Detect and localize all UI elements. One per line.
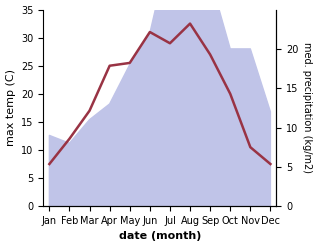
X-axis label: date (month): date (month) [119,231,201,242]
Y-axis label: max temp (C): max temp (C) [5,69,16,146]
Y-axis label: med. precipitation (kg/m2): med. precipitation (kg/m2) [302,42,313,173]
